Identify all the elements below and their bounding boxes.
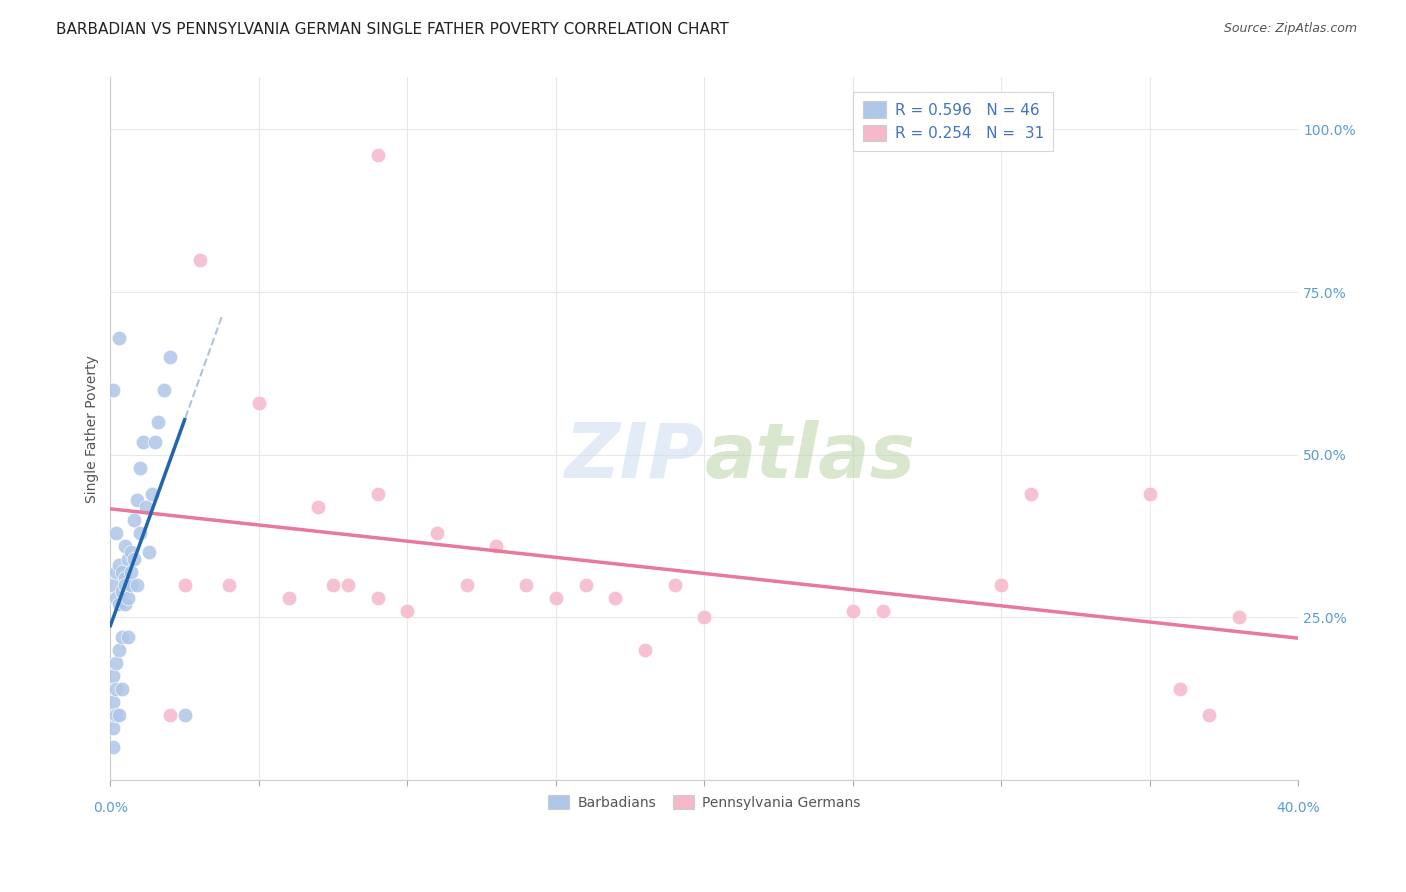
Point (103, 669, 125, 683)
Point (842, 604, 865, 618)
Point (120, 565, 142, 579)
Point (173, 707, 195, 722)
Point (337, 578, 360, 592)
Point (132, 434, 155, 449)
Point (218, 578, 240, 592)
Point (544, 591, 567, 605)
Point (111, 565, 134, 579)
Point (664, 578, 686, 592)
Point (367, 148, 389, 162)
Point (159, 707, 181, 722)
Point (605, 591, 627, 605)
Point (103, 721, 125, 735)
Point (129, 460, 152, 475)
Point (1227, 610, 1250, 624)
Point (173, 578, 195, 592)
Point (114, 571, 136, 585)
Text: 0.0%: 0.0% (93, 801, 128, 815)
Point (693, 610, 716, 624)
Text: 40.0%: 40.0% (1277, 801, 1320, 815)
Point (103, 578, 125, 592)
Point (990, 578, 1012, 592)
Point (129, 525, 152, 540)
Text: ZIP: ZIP (565, 420, 704, 494)
Point (111, 584, 134, 599)
Point (103, 695, 125, 709)
Point (872, 604, 894, 618)
Point (322, 578, 344, 592)
Point (114, 597, 136, 611)
Point (367, 591, 389, 605)
Point (117, 551, 139, 566)
Point (117, 630, 139, 644)
Point (146, 415, 169, 429)
Legend: Barbadians, Pennsylvania Germans: Barbadians, Pennsylvania Germans (543, 789, 866, 815)
Point (105, 656, 128, 670)
Point (111, 630, 134, 644)
Point (108, 597, 131, 611)
Point (105, 681, 128, 696)
Point (1139, 487, 1161, 501)
Point (1198, 707, 1220, 722)
Point (127, 578, 149, 592)
Point (456, 578, 478, 592)
Text: BARBADIAN VS PENNSYLVANIA GERMAN SINGLE FATHER POVERTY CORRELATION CHART: BARBADIAN VS PENNSYLVANIA GERMAN SINGLE … (56, 22, 728, 37)
Point (135, 500, 157, 514)
Point (1168, 681, 1191, 696)
Point (138, 545, 160, 559)
Point (127, 493, 149, 508)
Point (117, 591, 139, 605)
Point (108, 707, 131, 722)
Point (105, 565, 128, 579)
Text: Source: ZipAtlas.com: Source: ZipAtlas.com (1223, 22, 1357, 36)
Point (367, 487, 389, 501)
Point (111, 681, 134, 696)
Y-axis label: Single Father Poverty: Single Father Poverty (86, 355, 100, 502)
Point (1019, 487, 1042, 501)
Point (105, 525, 128, 540)
Point (108, 331, 131, 345)
Point (574, 578, 596, 592)
Point (277, 591, 299, 605)
Point (103, 740, 125, 755)
Point (122, 551, 145, 566)
Point (105, 707, 128, 722)
Text: atlas: atlas (704, 420, 915, 494)
Point (120, 545, 142, 559)
Point (120, 578, 142, 592)
Point (143, 434, 166, 449)
Point (188, 252, 211, 267)
Point (247, 395, 270, 409)
Point (114, 578, 136, 592)
Point (153, 383, 176, 397)
Point (307, 500, 329, 514)
Point (108, 558, 131, 573)
Point (396, 604, 419, 618)
Point (634, 643, 657, 657)
Point (122, 513, 145, 527)
Point (515, 578, 537, 592)
Point (103, 383, 125, 397)
Point (159, 350, 181, 364)
Point (114, 539, 136, 553)
Point (141, 487, 163, 501)
Point (426, 525, 449, 540)
Point (105, 591, 128, 605)
Point (485, 539, 508, 553)
Point (108, 643, 131, 657)
